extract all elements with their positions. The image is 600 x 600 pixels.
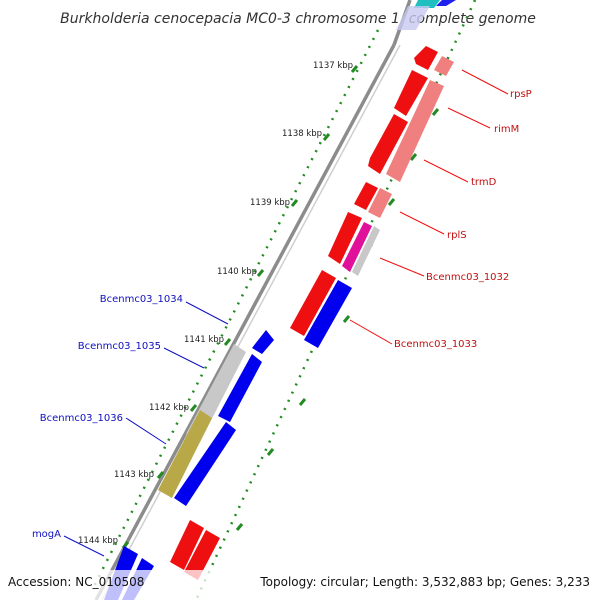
- tick-label: 1138 kbp: [282, 129, 322, 139]
- gene-rpsP-light: [434, 56, 454, 76]
- gene-label-bcenmc03-1032: Bcenmc03_1032: [426, 272, 509, 283]
- tick-label: 1139 kbp: [250, 198, 290, 208]
- tick-label: 1140 kbp: [217, 267, 257, 277]
- reverse-genes: [170, 46, 454, 580]
- gene-rpsP: [414, 46, 438, 70]
- gene-trmD: [368, 114, 408, 174]
- cds-fragment-lavender: [396, 6, 430, 30]
- gene-bcenmc03-1032-grey: [352, 226, 380, 276]
- gene-bcenmc03-1032-magenta: [342, 222, 372, 272]
- gene-lower-red-2: [184, 530, 220, 580]
- map-title: Burkholderia cenocepacia MC0-3 chromosom…: [60, 11, 536, 27]
- gene-rimM-light: [386, 80, 444, 182]
- accession-text: Accession: NC_010508: [8, 575, 144, 589]
- tick-label: 1141 kbp: [184, 335, 224, 345]
- gene-label-bcenmc03-1033: Bcenmc03_1033: [394, 339, 477, 350]
- tick-label: 1144 kbp: [78, 536, 118, 546]
- gene-bcenmc03-1036: [158, 410, 212, 498]
- tick-label: 1137 kbp: [313, 61, 353, 71]
- cds-fragment-blue: [436, 0, 456, 6]
- gene-bcenmc03-1034: [252, 330, 274, 354]
- gene-labels-reverse: rpsP rimM trmD rplS Bcenmc03_1032 Bcenmc…: [394, 89, 532, 350]
- topology-summary: Topology: circular; Length: 3,532,883 bp…: [259, 575, 590, 589]
- gene-lower-red-1: [170, 520, 204, 570]
- gene-rplS: [354, 182, 378, 210]
- gene-bcenmc03-1032: [328, 212, 362, 264]
- gene-rimM: [394, 70, 428, 116]
- tick-label: 1142 kbp: [149, 403, 189, 413]
- gene-label-bcenmc03-1036: Bcenmc03_1036: [40, 413, 123, 424]
- gene-label-rplS: rplS: [447, 230, 467, 241]
- tick-label: 1143 kbp: [114, 470, 154, 480]
- gene-bcenmc03-1035-blue: [218, 354, 262, 422]
- gene-label-trmD: trmD: [471, 177, 497, 188]
- forward-genes: [104, 330, 274, 600]
- footer-bg: [0, 570, 600, 600]
- gene-bcenmc03-1033-blue: [304, 280, 352, 348]
- gene-label-mogA: mogA: [32, 529, 61, 540]
- gene-label-rpsP: rpsP: [510, 89, 532, 100]
- gene-labels-forward: Bcenmc03_1034 Bcenmc03_1035 Bcenmc03_103…: [32, 294, 183, 540]
- gene-bcenmc03-1033: [290, 270, 336, 336]
- gene-label-bcenmc03-1034: Bcenmc03_1034: [100, 294, 183, 305]
- tick-labels: 1137 kbp 1138 kbp 1139 kbp 1140 kbp 1141…: [78, 61, 353, 546]
- gene-label-bcenmc03-1035: Bcenmc03_1035: [78, 341, 161, 352]
- leader-lines-forward: [63, 301, 229, 557]
- gene-rplS-light: [368, 188, 392, 218]
- gene-label-rimM: rimM: [494, 124, 519, 135]
- gene-bcenmc03-1036-blue: [174, 422, 236, 506]
- leader-lines-reverse: [349, 69, 509, 345]
